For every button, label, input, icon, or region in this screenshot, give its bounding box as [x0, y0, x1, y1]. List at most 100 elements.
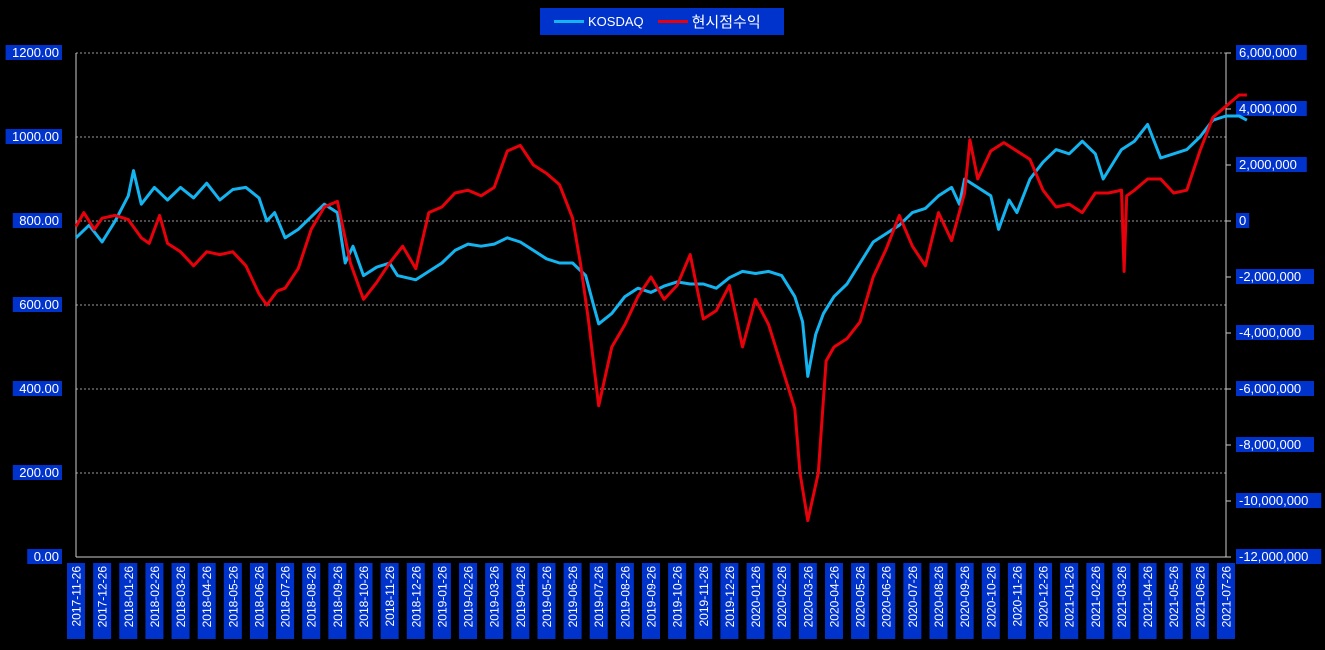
left-tick-box: [5, 129, 63, 144]
x-tick-box: [1164, 563, 1183, 639]
left-tick-label: 1000.00: [12, 129, 59, 144]
x-tick-label: 2019-02-26: [462, 566, 476, 628]
x-tick-box: [67, 563, 85, 639]
x-tick-box: [223, 563, 242, 639]
x-tick-box: [354, 563, 373, 639]
x-tick-label: 2020-07-26: [906, 566, 920, 628]
series-line-kosdaq: [74, 114, 1248, 378]
x-tick-label: 2018-07-26: [279, 566, 293, 628]
right-tick-box: [1236, 157, 1307, 172]
right-tick-box: [1236, 325, 1314, 340]
right-tick-label: -6,000,000: [1239, 381, 1301, 396]
x-tick-box: [694, 563, 713, 639]
legend-item-profit: 현시점수익: [657, 11, 761, 32]
left-tick-label: 200.00: [19, 465, 59, 480]
x-tick-box: [537, 563, 556, 639]
right-tick-box: [1236, 549, 1322, 564]
series-lines: [74, 93, 1248, 523]
x-tick-box: [1086, 563, 1105, 639]
x-axis: 2017-11-26 2017-12-26 2018-01-26 2018-02-26…: [67, 563, 1235, 639]
right-tick-label: -10,000,000: [1239, 493, 1308, 508]
left-tick-box: [5, 45, 63, 60]
right-tick-label: -12,000,000: [1239, 549, 1308, 564]
x-tick-label: 2021-07-26: [1220, 566, 1234, 628]
x-tick-label: 2021-02-26: [1089, 566, 1103, 628]
x-tick-box: [746, 563, 765, 639]
x-tick-label: 2021-06-26: [1193, 566, 1207, 628]
x-tick-box: [249, 563, 268, 639]
legend-swatch-profit: [657, 20, 688, 23]
x-tick-box: [406, 563, 425, 639]
x-tick-label: 2018-03-26: [174, 566, 188, 628]
x-tick-box: [903, 563, 922, 639]
x-tick-label: 2019-01-26: [435, 566, 449, 628]
x-tick-label: 2019-10-26: [671, 566, 685, 628]
right-tick-box: [1236, 45, 1307, 60]
x-tick-box: [798, 563, 817, 639]
x-tick-label: 2018-11-26: [383, 566, 397, 627]
right-tick-box: [1236, 437, 1314, 452]
x-tick-label: 2018-05-26: [226, 566, 240, 628]
x-tick-box: [93, 563, 112, 639]
x-tick-label: 2018-10-26: [357, 566, 371, 628]
x-tick-box: [380, 563, 399, 639]
x-tick-box: [642, 563, 660, 639]
x-tick-box: [772, 563, 791, 639]
x-tick-label: 2020-10-26: [984, 566, 998, 628]
x-tick-box: [1034, 563, 1053, 639]
right-tick-label: 6,000,000: [1239, 45, 1297, 60]
legend-swatch-kosdaq: [554, 20, 584, 23]
x-tick-box: [197, 563, 216, 639]
x-tick-box: [615, 563, 634, 639]
x-tick-box: [485, 563, 504, 639]
right-tick-label: -4,000,000: [1239, 325, 1301, 340]
x-tick-label: 2020-11-26: [1010, 566, 1024, 627]
x-tick-label: 2020-12-26: [1037, 566, 1051, 628]
x-tick-label: 2020-04-26: [827, 566, 841, 628]
right-tick-label: -8,000,000: [1239, 437, 1301, 452]
left-tick-label: 400.00: [19, 381, 59, 396]
series-line-profit: [74, 93, 1247, 523]
left-tick-label: 800.00: [19, 213, 59, 228]
x-tick-box: [511, 563, 530, 639]
left-tick-label: 0.00: [34, 549, 59, 564]
x-tick-box: [563, 563, 582, 639]
x-tick-label: 2020-05-26: [854, 566, 868, 628]
legend: KOSDAQ 현시점수익: [540, 8, 784, 35]
left-tick-box: [12, 297, 63, 312]
x-tick-box: [929, 563, 948, 639]
x-tick-label: 2019-05-26: [540, 566, 554, 628]
left-tick-box: [27, 549, 62, 564]
x-tick-label: 2018-02-26: [148, 566, 162, 628]
x-tick-label: 2019-09-26: [645, 566, 659, 628]
x-tick-box: [432, 563, 451, 639]
x-tick-label: 2018-04-26: [200, 566, 214, 628]
x-tick-box: [589, 563, 608, 639]
x-tick-label: 2018-09-26: [331, 566, 345, 628]
x-tick-box: [276, 563, 295, 639]
x-tick-box: [328, 563, 347, 639]
x-tick-box: [1060, 563, 1079, 639]
x-tick-box: [1190, 563, 1209, 639]
x-tick-box: [1007, 563, 1026, 639]
x-tick-label: 2019-07-26: [592, 566, 606, 628]
x-tick-label: 2019-04-26: [514, 566, 528, 628]
x-tick-box: [145, 563, 164, 639]
x-tick-box: [119, 563, 138, 639]
x-tick-label: 2019-08-26: [618, 566, 632, 628]
x-tick-box: [668, 563, 687, 639]
x-tick-box: [302, 563, 321, 639]
x-tick-label: 2021-01-26: [1063, 566, 1077, 628]
x-tick-label: 2020-03-26: [801, 566, 815, 628]
x-tick-label: 2019-12-26: [723, 566, 737, 628]
x-tick-label: 2018-06-26: [252, 566, 266, 628]
right-tick-box: [1236, 381, 1314, 396]
x-tick-label: 2018-01-26: [122, 566, 136, 628]
x-tick-box: [851, 563, 870, 639]
grid-lines: [75, 52, 1226, 558]
right-tick-box: [1236, 213, 1250, 228]
right-tick-label: 0: [1239, 213, 1246, 228]
x-tick-label: 2018-08-26: [305, 566, 319, 628]
x-tick-label: 2020-06-26: [880, 566, 894, 628]
